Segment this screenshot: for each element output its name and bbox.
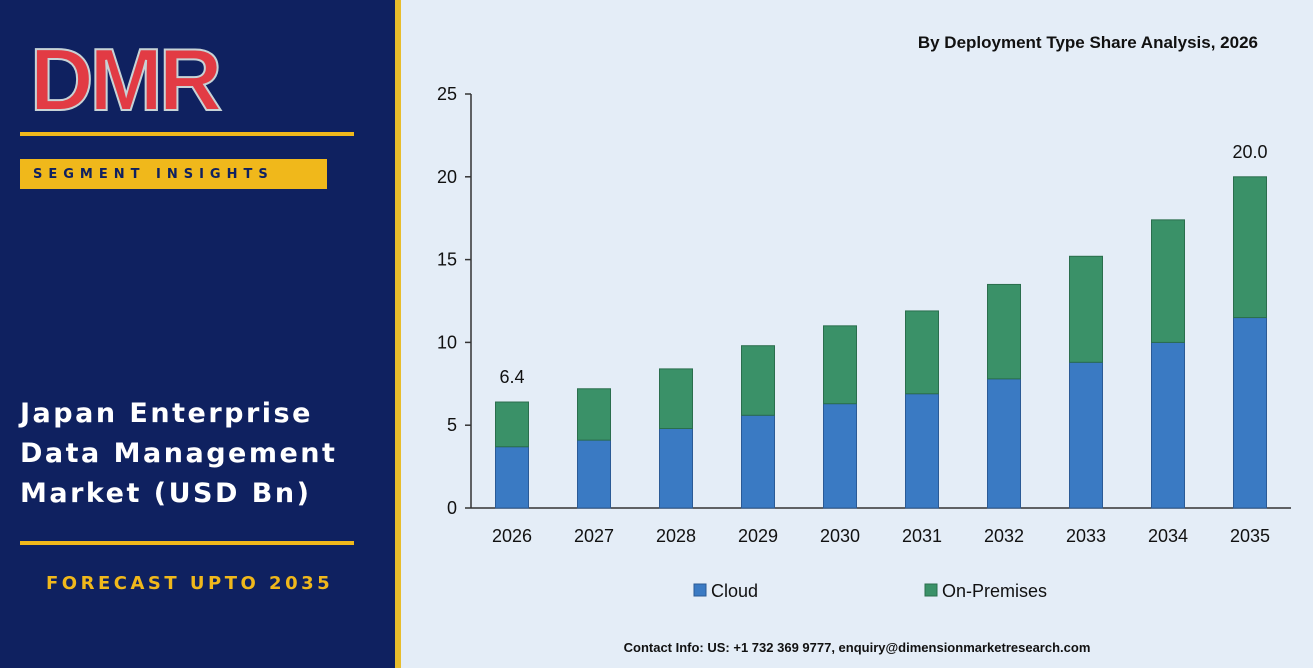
bar-cloud-2029	[741, 414, 775, 509]
title-line-2: Data Management	[20, 438, 338, 469]
title-line-1: Japan Enterprise	[20, 398, 313, 429]
title-line-3: Market (USD Bn)	[20, 478, 312, 509]
bar-cloud-2026	[495, 446, 529, 509]
dmr-logo: DMR	[30, 38, 226, 120]
bar-on-premises-2030	[823, 325, 857, 405]
panel-divider	[395, 0, 401, 668]
bar-on-premises-2026	[495, 401, 529, 448]
contact-info: Contact Info: US: +1 732 369 9777, enqui…	[623, 640, 1091, 655]
stacked-bar-chart: 0 5 10 15 20 25 2026 6.4 2027 2028 2029 2030 2031 203…	[437, 84, 1291, 601]
bar-on-premises-2035	[1233, 176, 1267, 319]
bar-on-premises-2029	[741, 345, 775, 416]
segment-insights-badge: SEGMENT INSIGHTS	[20, 159, 327, 189]
bar-cloud-2032	[987, 378, 1021, 509]
x-tick-label: 2035	[1230, 526, 1270, 546]
legend-swatch-on-premises	[924, 583, 938, 597]
x-tick-label: 2032	[984, 526, 1024, 546]
total-label-2035: 20.0	[1232, 142, 1267, 162]
x-tick-label: 2026	[492, 526, 532, 546]
legend-label-on-premises: On-Premises	[942, 581, 1047, 601]
bottom-gold-rule	[20, 541, 354, 545]
bar-cloud-2033	[1069, 361, 1103, 509]
legend-label-cloud: Cloud	[711, 581, 758, 601]
bar-on-premises-2027	[577, 388, 611, 441]
y-tick-label: 20	[437, 167, 457, 187]
bar-on-premises-2031	[905, 310, 939, 395]
forecast-label: FORECAST UPTO 2035	[46, 573, 334, 594]
x-tick-label: 2027	[574, 526, 614, 546]
bar-cloud-2028	[659, 428, 693, 509]
x-tick-label: 2034	[1148, 526, 1188, 546]
bar-cloud-2035	[1233, 317, 1267, 509]
y-tick-label: 15	[437, 250, 457, 270]
bar-cloud-2027	[577, 439, 611, 509]
bar-on-premises-2034	[1151, 219, 1185, 343]
market-title: Japan Enterprise Data Management Market …	[20, 394, 380, 514]
bar-cloud-2034	[1151, 341, 1185, 509]
top-gold-rule	[20, 132, 354, 136]
x-tick-label: 2031	[902, 526, 942, 546]
chart-panel: By Deployment Type Share Analysis, 2026 …	[401, 0, 1313, 668]
y-tick-label: 10	[437, 332, 457, 352]
chart-title: By Deployment Type Share Analysis, 2026	[917, 33, 1258, 52]
bar-on-premises-2028	[659, 368, 693, 430]
bar-cloud-2030	[823, 403, 857, 509]
y-tick-label: 5	[447, 415, 457, 435]
legend-swatch-cloud	[693, 583, 707, 597]
x-tick-label: 2033	[1066, 526, 1106, 546]
bar-on-premises-2032	[987, 283, 1021, 380]
y-tick-label: 25	[437, 84, 457, 104]
bar-cloud-2031	[905, 393, 939, 509]
total-label-2026: 6.4	[499, 367, 524, 387]
left-panel: DMR SEGMENT INSIGHTS Japan Enterprise Da…	[0, 0, 395, 668]
logo-text: DMR	[30, 38, 221, 120]
x-tick-label: 2030	[820, 526, 860, 546]
x-tick-label: 2029	[738, 526, 778, 546]
x-tick-label: 2028	[656, 526, 696, 546]
y-tick-label: 0	[447, 498, 457, 518]
bar-on-premises-2033	[1069, 255, 1103, 363]
